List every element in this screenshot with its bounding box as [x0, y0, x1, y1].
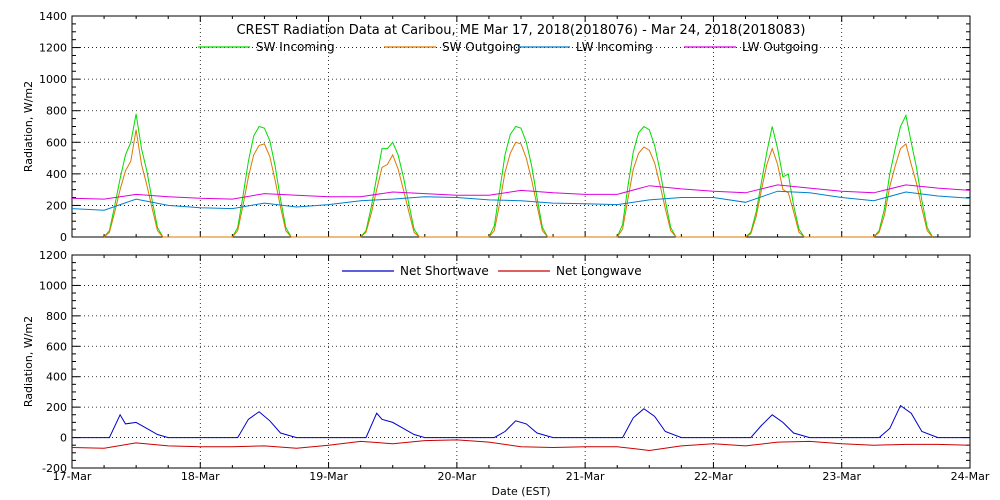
- x-tick-label: 17-Mar: [53, 470, 92, 483]
- legend-label-sw-outgoing: SW Outgoing: [442, 40, 521, 54]
- x-tick-label: 22-Mar: [694, 470, 733, 483]
- x-tick-label: 19-Mar: [309, 470, 348, 483]
- plot-frame: [71, 15, 971, 238]
- x-tick-label: 18-Mar: [181, 470, 220, 483]
- legend-label-lw-incoming: LW Incoming: [576, 40, 653, 54]
- y-tick-label: 400: [46, 168, 67, 181]
- y-tick-label: 1400: [39, 10, 67, 23]
- y-tick-label: 1000: [39, 279, 67, 292]
- series-line-lw-outgoing: [71, 184, 971, 200]
- legend-label-sw-incoming: SW Incoming: [256, 40, 335, 54]
- plot-frame: [71, 254, 971, 469]
- x-tick-label: 24-Mar: [951, 470, 990, 483]
- x-axis-label: Date (EST): [491, 485, 550, 498]
- series-line-sw-outgoing: [103, 129, 933, 238]
- y-tick-label: 0: [60, 231, 67, 244]
- chart-title: CREST Radiation Data at Caribou, ME Mar …: [236, 23, 805, 38]
- y-tick-label: 400: [46, 371, 67, 384]
- series-line-net-shortwave: [72, 404, 970, 439]
- y-tick-label: 1200: [39, 42, 67, 55]
- series-line-net-longwave: [71, 439, 971, 452]
- y-tick-label: 800: [46, 105, 67, 118]
- x-tick-label: 21-Mar: [566, 470, 605, 483]
- legend-label-net-longwave: Net Longwave: [556, 264, 642, 278]
- y-tick-label: 1000: [39, 73, 67, 86]
- legend-label-net-shortwave: Net Shortwave: [400, 264, 489, 278]
- y-tick-label: 1200: [39, 249, 67, 262]
- y-tick-label: 800: [46, 310, 67, 323]
- y-tick-label: 200: [46, 199, 67, 212]
- x-tick-label: 20-Mar: [437, 470, 476, 483]
- y-tick-label: 600: [46, 136, 67, 149]
- y-tick-label: -200: [42, 462, 67, 475]
- y-axis-label: Radiation, W/m2: [22, 81, 35, 172]
- x-tick-label: 23-Mar: [822, 470, 861, 483]
- series-line-lw-incoming: [71, 190, 971, 211]
- y-axis-label: Radiation, W/m2: [22, 316, 35, 407]
- series-line-sw-incoming: [103, 113, 934, 238]
- y-tick-label: 200: [46, 401, 67, 414]
- legend-label-lw-outgoing: LW Outgoing: [742, 40, 819, 54]
- y-tick-label: 600: [46, 340, 67, 353]
- y-tick-label: 0: [60, 432, 67, 445]
